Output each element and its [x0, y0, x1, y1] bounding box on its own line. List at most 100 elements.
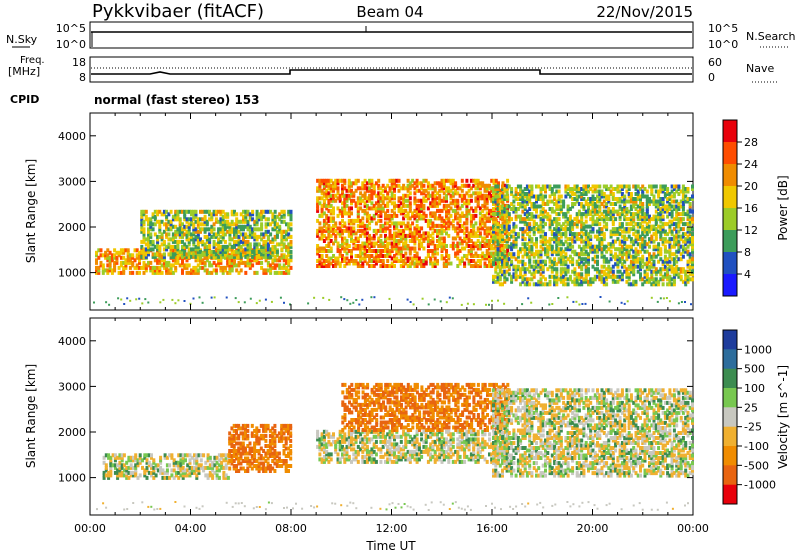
echo-cell — [138, 250, 141, 255]
echo-cell — [691, 227, 694, 232]
echo-cell — [661, 209, 665, 214]
echo-cell — [494, 187, 498, 191]
echo-cell — [625, 244, 629, 249]
echo-cell — [548, 184, 552, 189]
echo-cell — [501, 194, 504, 199]
echo-cell — [467, 249, 471, 253]
echo-cell — [636, 229, 640, 234]
echo-cell — [580, 197, 584, 201]
echo-cell — [289, 212, 293, 217]
echo-cell — [525, 224, 529, 229]
echo-cell — [546, 239, 550, 244]
echo-cell — [654, 267, 658, 272]
echo-cell — [140, 224, 144, 229]
echo-cell — [431, 264, 435, 268]
echo-cell — [147, 234, 150, 239]
echo-cell — [370, 296, 373, 299]
echo-cell — [221, 249, 225, 254]
echo-cell — [449, 181, 453, 186]
echo-cell — [140, 214, 144, 219]
echo-cell — [242, 232, 245, 237]
echo-cell — [187, 232, 191, 237]
echo-cell — [352, 241, 356, 246]
echo-cell — [580, 227, 584, 232]
echo-cell — [449, 178, 453, 183]
echo-cell — [463, 226, 467, 231]
echo-cell — [636, 214, 640, 219]
echo-cell — [388, 188, 392, 193]
echo-cell — [600, 239, 604, 244]
echo-cell — [402, 254, 406, 258]
echo-cell — [587, 207, 590, 211]
echo-cell — [338, 198, 342, 203]
echo-cell — [684, 269, 688, 274]
echo-cell — [212, 232, 216, 237]
echo-cell — [413, 231, 417, 236]
echo-cell — [657, 207, 661, 211]
echo-cell — [488, 183, 491, 188]
echo-cell — [525, 197, 529, 201]
echo-cell — [507, 244, 511, 249]
echo-cell — [632, 227, 636, 232]
echo-cell — [553, 197, 557, 201]
echo-cell — [343, 193, 347, 198]
echo-cell — [332, 226, 335, 231]
echo-cell — [149, 222, 153, 227]
echo-cell — [381, 254, 385, 258]
echo-cell — [618, 207, 622, 211]
echo-cell — [334, 228, 338, 233]
echo-cell — [110, 253, 114, 258]
echo-cell — [445, 203, 448, 208]
echo-cell — [575, 184, 579, 189]
echo-cell — [494, 231, 498, 236]
echo-cell — [226, 255, 230, 260]
echo-cell — [346, 299, 349, 302]
echo-cell — [614, 202, 618, 206]
echo-cell — [221, 234, 225, 239]
echo-cell — [393, 244, 396, 248]
echo-cell — [503, 279, 507, 284]
echo-cell — [255, 219, 259, 224]
echo-cell — [356, 216, 360, 221]
echo-cell — [329, 211, 333, 216]
echo-cell — [587, 257, 590, 262]
echo-cell — [192, 229, 196, 234]
echo-cell — [600, 247, 604, 252]
echo-cell — [566, 296, 569, 299]
echo-cell — [433, 181, 437, 186]
echo-cell — [530, 194, 534, 199]
echo-cell — [244, 209, 248, 214]
echo-cell — [516, 232, 520, 237]
echo-cell — [217, 258, 221, 263]
echo-cell — [659, 227, 663, 232]
echo-cell — [686, 279, 690, 284]
echo-cell — [386, 196, 390, 201]
echo-cell — [433, 249, 437, 253]
echo-cell — [688, 204, 692, 209]
echo-cell — [420, 191, 424, 196]
echo-cell — [176, 229, 180, 234]
echo-cell — [454, 226, 458, 231]
echo-cell — [512, 244, 516, 249]
echo-cell — [390, 241, 394, 246]
echo-cell — [248, 212, 252, 217]
echo-cell — [336, 244, 340, 248]
echo-cell — [226, 270, 230, 275]
echo-cell — [611, 232, 615, 237]
echo-cell — [498, 214, 502, 219]
echo-cell — [374, 193, 378, 198]
echo-cell — [688, 264, 692, 269]
echo-cell — [501, 247, 504, 252]
echo-cell — [546, 184, 550, 189]
echo-cell — [494, 178, 498, 183]
echo-cell — [221, 244, 225, 249]
echo-cell — [663, 244, 667, 249]
echo-cell — [171, 244, 175, 249]
echo-cell — [614, 279, 618, 284]
echo-cell — [506, 221, 510, 226]
echo-cell — [485, 211, 489, 216]
echo-cell — [169, 270, 173, 275]
echo-cell — [244, 219, 248, 224]
echo-cell — [320, 206, 324, 211]
echo-cell — [433, 193, 437, 198]
